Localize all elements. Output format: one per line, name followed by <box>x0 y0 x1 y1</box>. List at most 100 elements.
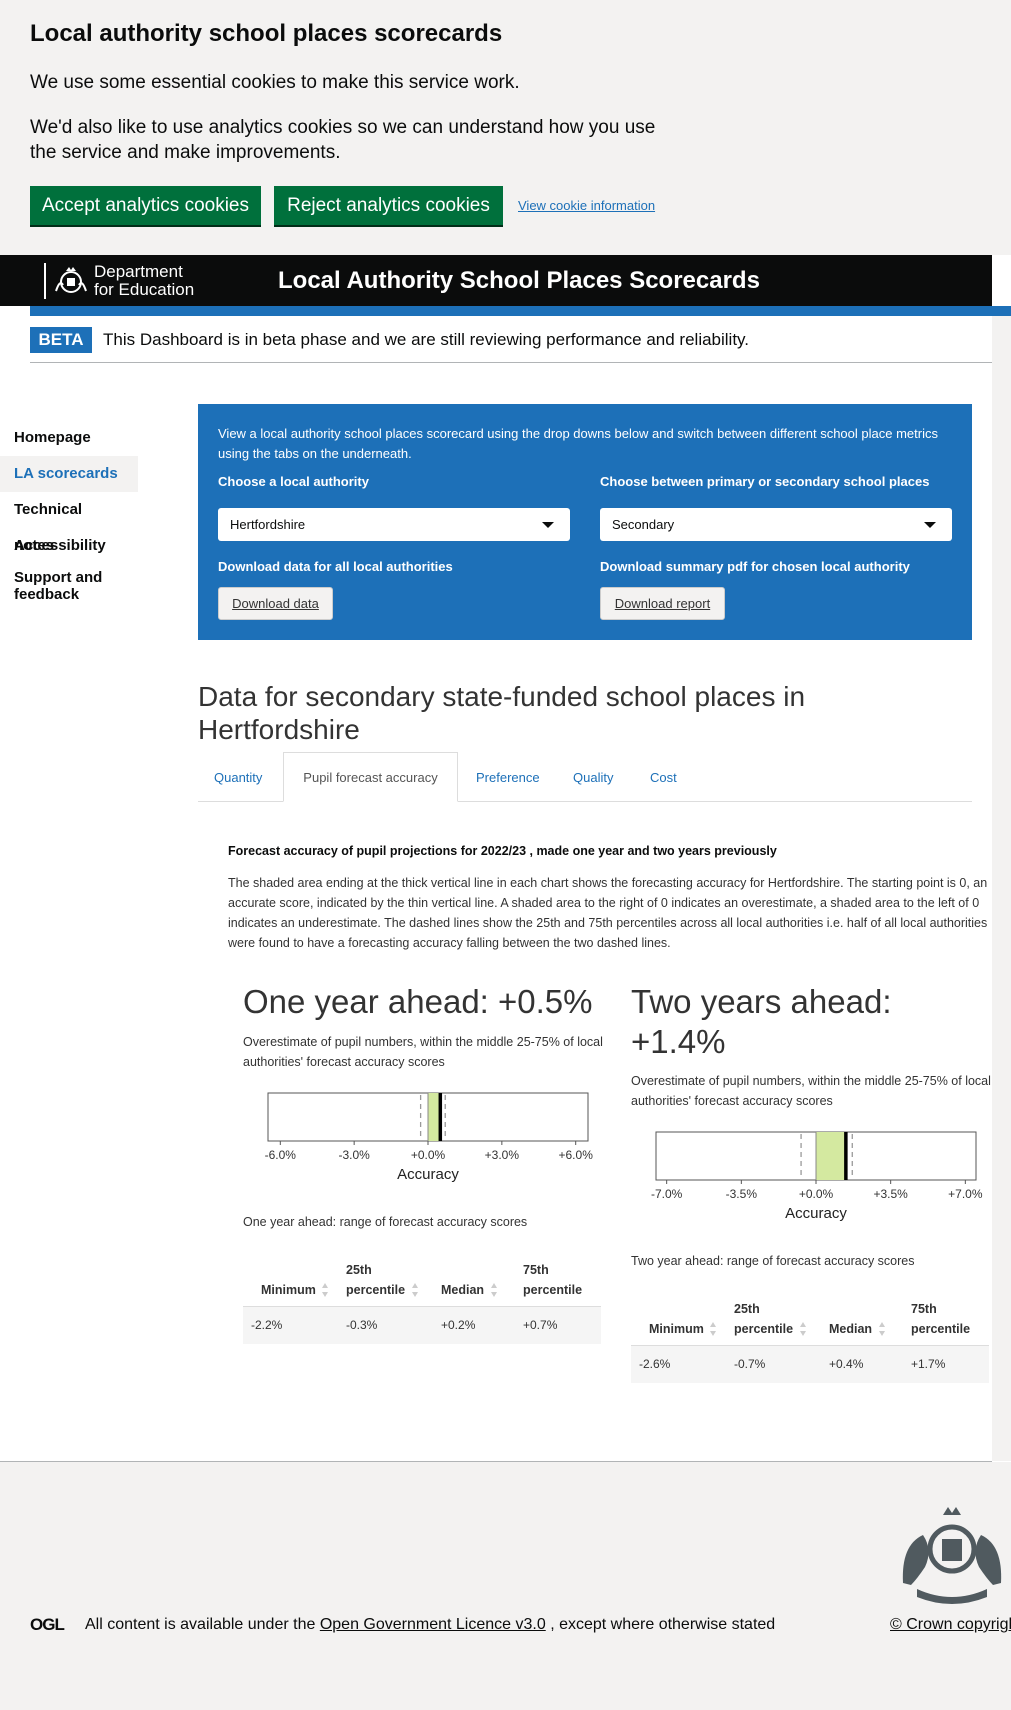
sort-icon <box>799 1322 806 1337</box>
cookie-text-essential: We use some essential cookies to make th… <box>30 72 520 93</box>
tab-preference[interactable]: Preference <box>476 770 540 785</box>
one-year-subtext: Overestimate of pupil numbers, within th… <box>243 1035 603 1069</box>
tick-label: +6.0% <box>559 1148 594 1162</box>
sort-icon <box>411 1283 418 1298</box>
licence-suffix: , except where otherwise stated <box>550 1616 776 1633</box>
sort-icon <box>322 1283 329 1298</box>
sidebar-item-la-scorecards[interactable]: LA scorecards <box>0 456 138 492</box>
open-government-licence-link[interactable]: Open Government Licence v3.0 <box>319 1616 546 1633</box>
tick-label: -6.0% <box>265 1148 297 1162</box>
royal-crest-icon <box>55 267 87 293</box>
la-select[interactable]: Hertfordshire <box>218 508 570 541</box>
column-header-25th-percentile[interactable]: 25th percentile <box>338 1248 433 1307</box>
tick-label: +3.0% <box>485 1148 520 1162</box>
download-report-button[interactable]: Download report <box>600 587 725 620</box>
sort-icon <box>710 1322 717 1337</box>
view-cookie-info-link[interactable]: View cookie information <box>518 198 656 213</box>
la-select-value: Hertfordshire <box>230 517 306 532</box>
header-accent-bar <box>0 306 1011 316</box>
tick-label: -3.0% <box>338 1148 370 1162</box>
site-header: Department for Education Local Authority… <box>0 255 992 306</box>
cell-25th: -0.7% <box>726 1345 821 1383</box>
column-header-75th-percentile[interactable]: 75th percentile <box>515 1248 601 1307</box>
department-name[interactable]: Department for Education <box>94 263 194 299</box>
chevron-down-icon <box>542 522 554 528</box>
reject-cookies-button[interactable]: Reject analytics cookies <box>274 186 503 225</box>
column-header-25th-percentile[interactable]: 25th percentile <box>726 1287 821 1346</box>
column-header-median[interactable]: Median <box>433 1248 515 1307</box>
table-row: -2.2% -0.3% +0.2% +0.7% <box>243 1306 601 1344</box>
chevron-down-icon <box>924 522 936 528</box>
metric-tabs: Quantity Pupil forecast accuracy Prefere… <box>198 752 972 802</box>
ogl-logo: OGL <box>30 1615 65 1634</box>
tab-quantity[interactable]: Quantity <box>214 770 263 785</box>
column-header-75th-percentile[interactable]: 75th percentile <box>903 1287 989 1346</box>
tick-label: +0.0% <box>799 1187 834 1201</box>
cell-75th: +1.7% <box>903 1345 989 1383</box>
royal-coat-of-arms-icon <box>902 1507 1002 1604</box>
header-accent-gap <box>0 306 30 316</box>
sidebar-item-homepage[interactable]: Homepage <box>14 429 91 446</box>
footer-divider <box>0 1461 992 1462</box>
cookie-title: Local authority school places scorecards <box>30 20 503 47</box>
tick-label: -3.5% <box>726 1187 758 1201</box>
site-footer: OGL All content is available under the O… <box>0 1462 1011 1710</box>
accuracy-shaded-area <box>428 1093 441 1141</box>
one-year-range-table: Minimum 25th percentile Median 75th perc… <box>243 1248 601 1344</box>
column-header-minimum[interactable]: Minimum <box>243 1248 338 1307</box>
service-title[interactable]: Local Authority School Places Scorecards <box>278 267 760 294</box>
section-title: Forecast accuracy of pupil projections f… <box>228 844 777 858</box>
sidebar-item-technical-notes[interactable]: Technical notes <box>14 501 83 554</box>
page-edge <box>992 316 1011 1461</box>
licence-prefix: All content is available under the <box>85 1616 316 1633</box>
crown-copyright-link[interactable]: © Crown copyright <box>890 1616 1011 1633</box>
tab-cost[interactable]: Cost <box>650 770 677 785</box>
cell-minimum: -2.2% <box>243 1306 338 1344</box>
cell-median: +0.4% <box>821 1345 903 1383</box>
sidebar-item-support-feedback[interactable]: Support and feedback <box>14 569 103 603</box>
cell-25th: -0.3% <box>338 1306 433 1344</box>
beta-tag: BETA <box>30 327 92 353</box>
two-year-range-label: Two year ahead: range of forecast accura… <box>631 1254 915 1268</box>
tick-label: -7.0% <box>651 1187 683 1201</box>
accept-cookies-button[interactable]: Accept analytics cookies <box>30 186 261 225</box>
la-select-label: Choose a local authority <box>218 474 369 489</box>
download-data-button[interactable]: Download data <box>218 587 333 620</box>
one-year-range-label: One year ahead: range of forecast accura… <box>243 1215 528 1229</box>
x-axis-label: Accuracy <box>785 1205 847 1222</box>
cell-75th: +0.7% <box>515 1306 601 1344</box>
divider <box>30 362 1011 363</box>
download-report-label: Download summary pdf for chosen local au… <box>600 559 910 574</box>
column-header-minimum[interactable]: Minimum <box>631 1287 726 1346</box>
header-divider <box>44 263 46 299</box>
tick-label: +3.5% <box>873 1187 908 1201</box>
cell-median: +0.2% <box>433 1306 515 1344</box>
phase-select[interactable]: Secondary <box>600 508 952 541</box>
column-header-median[interactable]: Median <box>821 1287 903 1346</box>
cookie-text-analytics: We'd also like to use analytics cookies … <box>30 117 656 163</box>
phase-select-label: Choose between primary or secondary scho… <box>600 474 930 489</box>
page-title: Data for secondary state-funded school p… <box>198 681 806 745</box>
cell-minimum: -2.6% <box>631 1345 726 1383</box>
department-line-2: for Education <box>94 280 195 299</box>
beta-banner-text: This Dashboard is in beta phase and we a… <box>103 330 750 349</box>
sidebar-nav: Homepage LA scorecards Technical notes A… <box>0 420 138 608</box>
tab-quality[interactable]: Quality <box>573 770 614 785</box>
department-line-1: Department <box>94 262 183 281</box>
accuracy-shaded-area <box>816 1132 846 1180</box>
one-year-heading: One year ahead: +0.5% <box>243 983 593 1020</box>
one-year-chart: -6.0% -3.0% +0.0% +3.0% +6.0% Accuracy <box>258 1088 598 1203</box>
sidebar-item-accessibility[interactable]: Accessibility <box>14 537 106 554</box>
two-year-subtext: Overestimate of pupil numbers, within th… <box>631 1074 991 1108</box>
phase-select-value: Secondary <box>612 517 675 532</box>
two-year-chart: -7.0% -3.5% +0.0% +3.5% +7.0% Accuracy <box>646 1127 986 1242</box>
sort-icon <box>878 1322 885 1337</box>
table-row: -2.6% -0.7% +0.4% +1.7% <box>631 1345 989 1383</box>
licence-text: All content is available under the Open … <box>85 1616 775 1634</box>
panel-intro: View a local authority school places sco… <box>218 426 938 461</box>
two-year-heading: Two years ahead: +1.4% <box>631 983 892 1060</box>
sort-icon <box>490 1283 497 1298</box>
x-axis-label: Accuracy <box>397 1166 459 1183</box>
tab-pupil-forecast-accuracy[interactable]: Pupil forecast accuracy <box>283 752 458 802</box>
selection-panel: View a local authority school places sco… <box>198 404 972 640</box>
